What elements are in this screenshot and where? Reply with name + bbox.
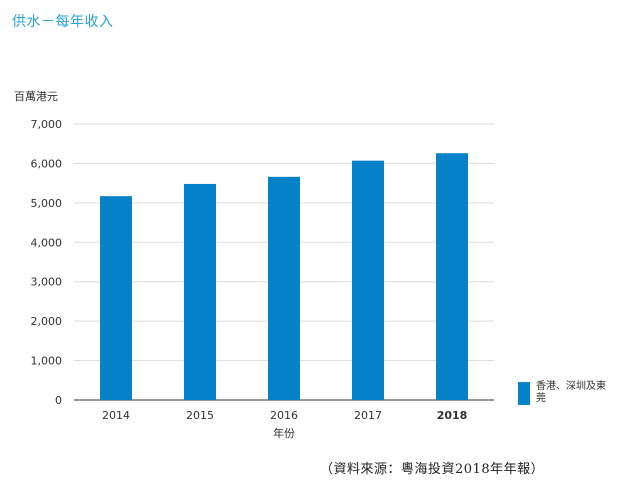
legend: 香港、深圳及東莞 [518, 381, 606, 405]
y-axis-label: 百萬港元 [14, 90, 58, 103]
y-tick-label-3000: 3,000 [31, 276, 63, 289]
y-tick-label-5000: 5,000 [31, 197, 63, 210]
bar-2017 [352, 160, 384, 400]
x-tick-label-2018: 2018 [437, 409, 468, 422]
x-tick-label-2017: 2017 [354, 409, 382, 422]
bar-2016 [268, 176, 300, 400]
y-tick-label-0: 0 [55, 394, 62, 407]
bar-2015 [184, 183, 216, 400]
bar-2014 [100, 196, 132, 400]
legend-swatch [518, 382, 530, 405]
x-axis-label: 年份 [273, 426, 295, 440]
y-tick-label-4000: 4,000 [31, 236, 63, 249]
source-note: （資料來源：粵海投資2018年年報） [320, 462, 545, 477]
y-tick-label-2000: 2,000 [31, 315, 63, 328]
legend-label: 香港、深圳及東莞 [536, 381, 606, 404]
chart-title: 供水－每年收入 [12, 14, 114, 30]
y-tick-label-7000: 7,000 [31, 118, 63, 131]
y-tick-label-6000: 6,000 [31, 157, 63, 170]
bar-2018 [436, 153, 468, 400]
x-tick-label-2016: 2016 [270, 409, 298, 422]
x-tick-label-2015: 2015 [186, 409, 214, 422]
x-tick-label-2014: 2014 [102, 409, 130, 422]
y-tick-label-1000: 1,000 [31, 355, 63, 368]
